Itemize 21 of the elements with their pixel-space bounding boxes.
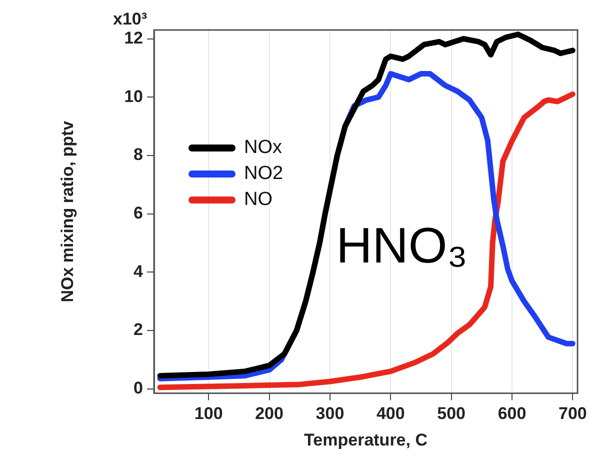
y-tick-label: 6 bbox=[134, 203, 143, 222]
legend-label: NO bbox=[244, 189, 272, 210]
legend-label: NOx bbox=[244, 137, 282, 158]
x-axis-title: Temperature, C bbox=[304, 430, 428, 450]
x-tick-label: 600 bbox=[498, 404, 526, 424]
y-tick-label: 10 bbox=[124, 86, 143, 106]
y-tick-label: 8 bbox=[134, 145, 143, 164]
x-tick-label: 200 bbox=[255, 404, 284, 424]
annotation: HNO₃ bbox=[336, 217, 468, 274]
y-axis-title: NOx mixing ratio, pptv bbox=[58, 120, 77, 302]
y-tick-label: 12 bbox=[124, 28, 143, 48]
x-tick-label: 300 bbox=[316, 404, 344, 424]
y-tick-label: 2 bbox=[134, 320, 143, 340]
legend-label: NO2 bbox=[244, 163, 284, 184]
y-tick-label: 4 bbox=[134, 262, 144, 281]
x-tick-label: 500 bbox=[437, 404, 466, 424]
x-tick-label: 700 bbox=[558, 404, 587, 424]
x-tick-label: 400 bbox=[376, 404, 405, 424]
x-tick-label: 100 bbox=[194, 404, 223, 424]
text: x10³ bbox=[112, 9, 148, 28]
y-tick-label: 0 bbox=[134, 378, 143, 398]
